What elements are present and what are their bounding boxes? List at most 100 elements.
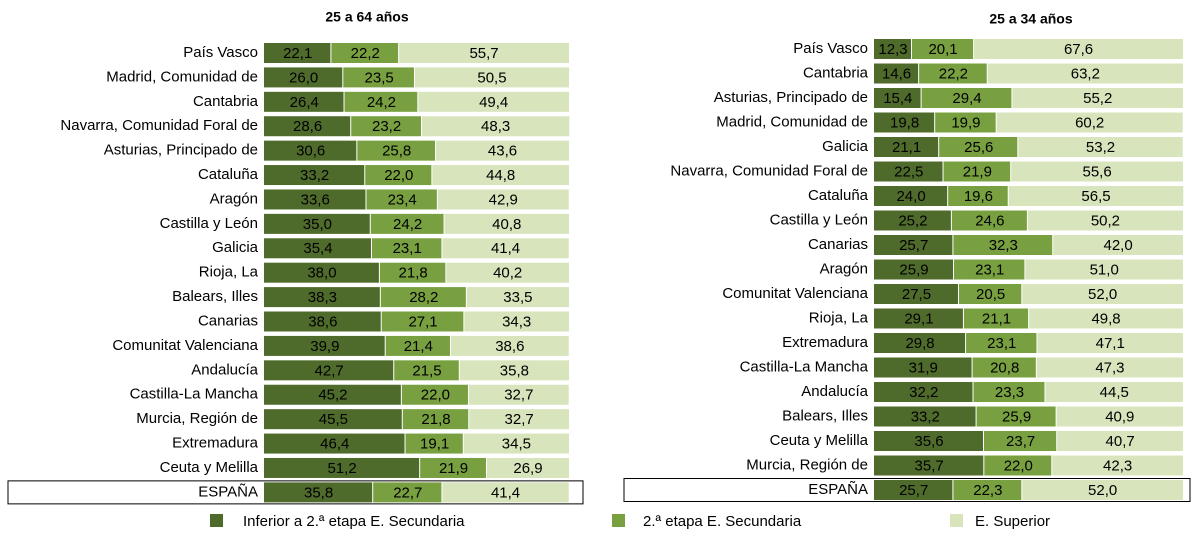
value-label: 23,5 <box>365 69 394 86</box>
bar-segment <box>921 88 1012 108</box>
bar-segment <box>264 335 385 356</box>
bar-segment <box>874 137 939 157</box>
value-label: 48,3 <box>481 118 510 135</box>
category-label: Castilla-La Mancha <box>740 358 869 375</box>
bar-segment <box>331 43 399 63</box>
value-label: 33,2 <box>911 408 940 425</box>
value-label: 41,4 <box>491 484 520 501</box>
bar-segment <box>468 384 569 405</box>
bar-segment <box>264 165 365 186</box>
value-label: 25,6 <box>964 139 993 156</box>
bar-segment <box>1052 455 1183 476</box>
category-label: Aragón <box>210 190 258 207</box>
bar-segment <box>874 480 953 500</box>
bar-segment <box>394 360 459 381</box>
legend-swatch <box>210 514 223 527</box>
value-label: 46,4 <box>320 436 349 453</box>
value-label: 51,2 <box>327 460 356 477</box>
bar-segment <box>264 457 420 478</box>
category-label: Cataluña <box>198 166 259 183</box>
value-label: 21,8 <box>421 411 450 428</box>
bar-segment <box>1057 431 1183 451</box>
bar-segment <box>972 357 1036 378</box>
value-label: 67,6 <box>1064 41 1093 58</box>
category-label: Asturias, Principado de <box>104 142 258 159</box>
value-label: 49,8 <box>1091 310 1120 327</box>
bar-segment <box>264 91 344 112</box>
category-label: ESPAÑA <box>808 481 868 498</box>
bar-segment <box>1022 480 1183 500</box>
value-label: 34,5 <box>502 436 531 453</box>
bar-segment <box>874 63 919 84</box>
category-label: Andalucía <box>801 383 868 400</box>
value-label: 50,2 <box>1091 212 1120 229</box>
value-label: 14,6 <box>882 65 911 82</box>
bar-segment <box>385 335 450 356</box>
value-label: 24,2 <box>393 216 422 233</box>
bar-segment <box>264 409 402 430</box>
value-label: 23,1 <box>393 240 422 257</box>
bar-segment <box>437 189 569 210</box>
value-label: 19,1 <box>420 436 449 453</box>
category-label: Extremadura <box>172 435 259 452</box>
bar-segment <box>953 480 1022 500</box>
bar-segment <box>343 67 414 88</box>
value-label: 23,1 <box>987 335 1016 352</box>
value-label: 19,8 <box>890 114 919 131</box>
bar-segment <box>976 406 1056 427</box>
value-label: 32,7 <box>505 411 534 428</box>
value-label: 39,9 <box>310 338 339 355</box>
category-label: Madrid, Comunidad de <box>716 113 868 130</box>
value-label: 25,7 <box>899 482 928 499</box>
category-label: Rioja, La <box>809 309 869 326</box>
value-label: 43,6 <box>488 143 517 160</box>
chart-title: 25 a 64 años <box>325 9 408 25</box>
value-label: 24,0 <box>896 188 925 205</box>
value-label: 52,0 <box>1088 286 1117 303</box>
value-label: 28,6 <box>293 118 322 135</box>
bar-segment <box>264 482 373 503</box>
category-label: Madrid, Comunidad de <box>106 68 258 85</box>
value-label: 47,3 <box>1095 359 1124 376</box>
value-label: 44,8 <box>486 167 515 184</box>
value-label: 23,1 <box>975 261 1004 278</box>
bar-segment <box>874 406 976 427</box>
category-label: Cantabria <box>193 93 259 110</box>
value-label: 21,8 <box>399 265 428 282</box>
value-label: 22,3 <box>973 482 1002 499</box>
bar-segment <box>365 165 432 186</box>
bar-segment <box>874 382 973 402</box>
value-label: 22,0 <box>1004 457 1033 474</box>
chart-title: 25 a 34 años <box>989 11 1072 27</box>
bar-segment <box>1018 137 1183 157</box>
bar-segment <box>874 284 958 304</box>
value-label: 24,2 <box>367 94 396 111</box>
value-label: 26,0 <box>289 69 318 86</box>
value-label: 38,6 <box>495 338 524 355</box>
value-label: 42,7 <box>315 362 344 379</box>
category-label: Extremadura <box>782 334 869 351</box>
value-label: 25,7 <box>899 237 928 254</box>
value-label: 32,2 <box>909 384 938 401</box>
bar-segment <box>1036 357 1183 378</box>
bar-segment <box>264 43 331 63</box>
bar-segment <box>469 409 569 430</box>
bar-segment <box>370 213 444 234</box>
bar-segment <box>973 382 1045 402</box>
bar-segment <box>264 189 366 210</box>
category-label: País Vasco <box>183 44 258 61</box>
value-label: 27,5 <box>902 286 931 303</box>
bar-segment <box>1012 88 1183 108</box>
value-label: 55,6 <box>1082 163 1111 180</box>
value-label: 25,9 <box>899 261 928 278</box>
legend-label: 2.ª etapa E. Secundaria <box>643 513 802 530</box>
bar-segment <box>264 67 343 88</box>
bar-segment <box>405 433 463 454</box>
value-label: 41,4 <box>491 240 520 257</box>
category-label: Castilla-La Mancha <box>130 386 259 403</box>
bar-segment <box>344 91 418 112</box>
value-label: 22,5 <box>894 163 923 180</box>
value-label: 40,9 <box>1105 408 1134 425</box>
value-label: 28,2 <box>409 289 438 306</box>
